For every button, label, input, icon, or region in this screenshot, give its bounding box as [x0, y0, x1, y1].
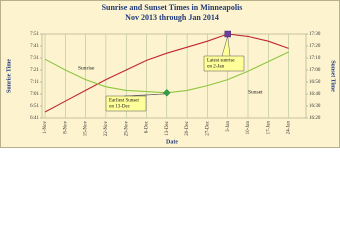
y-tick-label: 6:51 — [30, 104, 39, 109]
annotation-text: Latest sunrise — [207, 59, 235, 64]
y-tick-label: 7:51 — [30, 32, 39, 37]
plot-area — [41, 33, 307, 119]
y2-tick-label: 17:10 — [309, 56, 321, 61]
x-tick-label: 10-Jan — [246, 121, 251, 135]
y-tick-label: 7:01 — [30, 92, 39, 97]
y2-tick-label: 16:30 — [309, 104, 321, 109]
y-tick-label: 6:41 — [30, 116, 39, 121]
y2-tick-label: 16:20 — [309, 116, 321, 121]
x-tick-label: 15-Nov — [84, 121, 89, 137]
x-axis-title: Date — [166, 139, 178, 145]
y-tick-label: 7:21 — [30, 68, 39, 73]
x-tick-label: 1-Nov — [43, 121, 48, 134]
x-tick-label: 8-Nov — [63, 121, 68, 134]
y2-tick-label: 17:20 — [309, 44, 321, 49]
y2-tick-label: 17:00 — [309, 68, 321, 73]
x-tick-label: 17-Jan — [266, 121, 271, 135]
y2-tick-label: 17:30 — [309, 32, 321, 37]
y2-axis-title: Sunset Time — [330, 60, 336, 92]
x-tick-label: 20-Dec — [185, 120, 190, 135]
x-tick-label: 27-Dec — [206, 120, 211, 135]
y-tick-label: 7:11 — [30, 80, 39, 85]
y2-tick-label: 16:40 — [309, 92, 321, 97]
x-tick-label: 29-Nov — [124, 121, 129, 137]
min-marker — [163, 89, 171, 97]
annotation-text: on 13-Dec — [109, 105, 131, 110]
y-tick-label: 7:41 — [30, 44, 39, 49]
max-marker — [224, 30, 231, 38]
chart: Sunrise and Sunset Times in Minneapolis … — [0, 0, 340, 148]
x-tick-label: 6-Dec — [145, 120, 150, 133]
x-tick-label: 13-Dec — [165, 120, 170, 135]
annotation-text: Earliest Sunset — [109, 99, 139, 104]
chart-subtitle: Nov 2013 through Jan 2014 — [125, 13, 219, 22]
x-tick-label: 24-Jan — [287, 121, 292, 135]
y2-tick-label: 16:50 — [309, 80, 321, 85]
series-line — [44, 33, 289, 113]
x-tick-label: 3-Jan — [226, 121, 231, 132]
x-tick-label: 22-Nov — [104, 121, 109, 137]
series-label: Sunset — [248, 89, 263, 95]
chart-title: Sunrise and Sunset Times in Minneapolis — [102, 3, 243, 12]
annotation-text: on 2-Jan — [207, 65, 225, 70]
y-axis-title: Sunrise Time — [6, 59, 12, 93]
series-label: Sunrise — [78, 65, 95, 71]
y-tick-label: 7:31 — [30, 56, 39, 61]
